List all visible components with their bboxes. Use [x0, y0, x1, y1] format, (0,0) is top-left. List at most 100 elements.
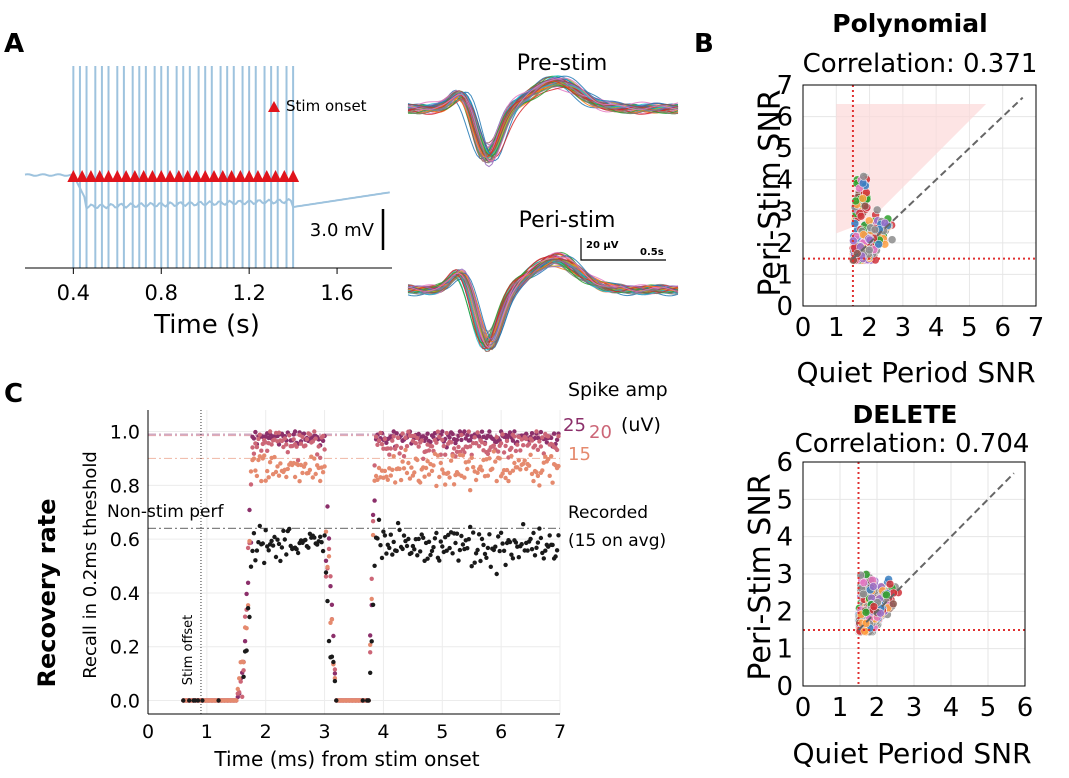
recovery-point-0	[450, 431, 455, 437]
recovery-point-2	[426, 472, 432, 477]
waveform-32	[407, 259, 679, 346]
poly-plot-point-588	[856, 211, 866, 221]
recovery-point-2	[491, 449, 496, 454]
recovery-point-3	[306, 545, 311, 550]
recovery-point-2	[297, 479, 302, 484]
poly-plot-point-574	[859, 172, 868, 181]
recovery-point-1	[416, 444, 421, 449]
recovery-point-0	[245, 580, 251, 585]
recovery-point-3	[187, 698, 192, 703]
recovery-point-1	[241, 668, 246, 673]
poly-plot-point-470	[864, 216, 874, 226]
recovery-point-3	[488, 564, 493, 569]
recovery-point-1	[482, 441, 488, 447]
waveform-18	[407, 83, 679, 159]
recovery-point-3	[421, 535, 426, 540]
recovery-point-1	[310, 439, 315, 444]
waveform-panels: Pre-stim Peri-stim 20 μV 0.5s	[407, 51, 679, 353]
waveform-37	[407, 260, 679, 344]
recovery-point-3	[537, 526, 542, 531]
poly-plot-y-tick-label-0: 0	[776, 292, 793, 322]
recovery-point-0	[253, 429, 258, 435]
recovery-point-1	[509, 445, 514, 451]
recovery-point-2	[462, 475, 467, 480]
stim-onset-marker-0	[67, 170, 80, 182]
recovery-point-1	[440, 437, 445, 443]
recovery-point-1	[459, 432, 464, 438]
recovery-point-0	[462, 429, 467, 434]
recovery-point-1	[494, 435, 499, 440]
recovery-point-2	[547, 473, 552, 478]
recovery-point-1	[412, 433, 417, 438]
waveform-42	[407, 259, 679, 344]
recovery-point-1	[238, 679, 243, 684]
recovery-point-3	[507, 539, 513, 545]
recovery-point-1	[369, 576, 374, 581]
recovery-point-2	[303, 461, 308, 466]
recovery-point-2	[468, 488, 473, 493]
recovery-point-2	[267, 460, 273, 465]
recovery-point-1	[434, 440, 439, 445]
recovery-point-3	[272, 534, 277, 540]
recovery-point-1	[279, 438, 285, 444]
recovery-point-3	[279, 545, 285, 550]
poly-plot-point-577	[874, 239, 883, 249]
recovery-point-1	[294, 444, 299, 449]
recovery-point-3	[487, 532, 492, 537]
recovery-point-1	[269, 442, 274, 447]
recovery-point-1	[376, 438, 382, 443]
recovery-point-2	[487, 456, 492, 461]
recovery-point-3	[519, 542, 524, 547]
poly-plot-y-tick-label-6: 6	[776, 103, 793, 133]
recovery-point-3	[491, 547, 496, 553]
recovery-point-1	[320, 433, 326, 439]
recovery-point-3	[465, 546, 470, 551]
recovery-y-tick-label-0: 0.0	[110, 691, 140, 713]
recovery-point-3	[447, 545, 452, 551]
recovery-x-tick-label-7: 7	[554, 721, 566, 743]
stim-onset-marker-1	[76, 170, 89, 182]
recovery-point-3	[387, 545, 392, 551]
recovery-point-2	[493, 459, 498, 464]
recovery-point-3	[513, 540, 519, 545]
recovery-point-0	[453, 440, 458, 446]
waveform-0	[407, 76, 679, 158]
recovery-point-2	[475, 470, 480, 475]
recovery-point-3	[216, 698, 221, 703]
recovery-point-3	[525, 548, 530, 553]
recovery-point-1	[372, 463, 377, 468]
del-plot-y-tick-label-1: 1	[776, 635, 793, 665]
recovery-point-1	[448, 440, 454, 445]
recovery-point-3	[253, 558, 258, 563]
stim-onset-marker-20	[243, 170, 256, 182]
recovery-point-1	[398, 445, 404, 450]
waveform-35	[407, 80, 679, 155]
recovery-point-3	[195, 698, 201, 703]
recovery-point-1	[503, 443, 508, 449]
recovery-point-1	[287, 433, 292, 438]
recovery-point-2	[435, 453, 441, 458]
recovery-point-1	[300, 434, 305, 440]
recovery-point-2	[412, 470, 417, 475]
recovery-point-3	[510, 556, 516, 561]
delete-scatter: DELETE Correlation: 0.704 0 1 2 3 4 5 60123456…	[743, 400, 1033, 770]
recovery-y-axis-label: Recall in 0.2ms threshold	[80, 451, 101, 679]
recovery-y-tick-label-3: 0.6	[110, 529, 140, 551]
recovery-point-3	[325, 598, 330, 604]
del-plot-x-tick-label-5: 5	[980, 693, 997, 723]
stim-onset-marker-22	[260, 170, 273, 182]
recovery-point-1	[443, 452, 448, 457]
recovery-point-3	[400, 546, 405, 552]
del-plot-point-616	[869, 602, 879, 611]
recovery-point-1	[291, 437, 296, 442]
voltage-scale-bar-label: 3.0 mV	[310, 220, 375, 241]
del-plot-y-tick-label-5: 5	[776, 485, 793, 515]
recovery-point-3	[391, 539, 396, 545]
recovery-point-1	[437, 434, 442, 440]
recovery-point-1	[535, 447, 541, 452]
recovery-point-2	[320, 470, 326, 475]
poly-plot-point-616	[860, 201, 870, 211]
recovery-point-3	[266, 548, 271, 553]
recovery-point-2	[485, 473, 491, 478]
